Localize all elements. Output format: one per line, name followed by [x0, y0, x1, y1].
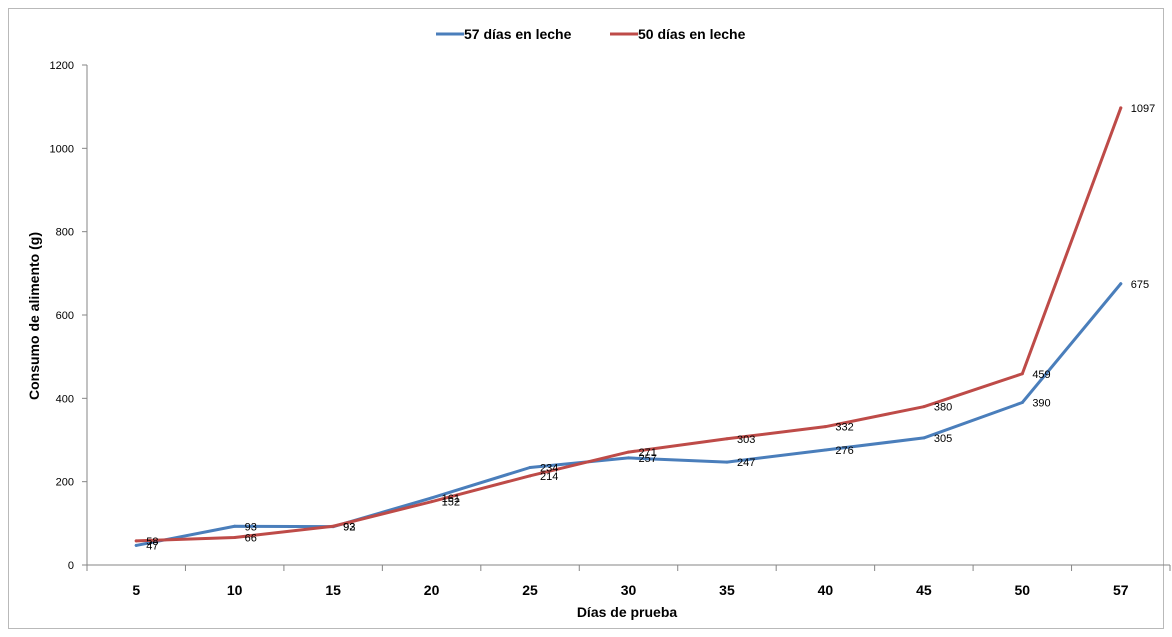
- data-label: 247: [737, 457, 755, 469]
- series-layer: [134, 106, 1123, 547]
- data-label: 1097: [1131, 103, 1155, 115]
- data-point: [725, 437, 729, 441]
- y-axis: 0 200 400 600 800 1000 1200: [50, 60, 88, 572]
- data-label: 271: [639, 447, 657, 459]
- x-tick-label: 5: [132, 582, 140, 598]
- data-label: 276: [835, 445, 853, 457]
- data-label: 58: [146, 536, 158, 548]
- data-label: 380: [934, 402, 952, 414]
- data-label: 214: [540, 471, 558, 483]
- data-point: [233, 536, 237, 539]
- y-axis-title: Consumo de alimento (g): [26, 232, 42, 400]
- data-label: 152: [442, 497, 460, 509]
- data-point: [1119, 282, 1123, 286]
- y-tick-label: 0: [68, 560, 74, 572]
- y-tick-label: 600: [56, 310, 74, 322]
- data-point: [331, 524, 335, 528]
- data-label: 161: [442, 493, 460, 505]
- x-tick-label: 20: [424, 582, 440, 598]
- data-label: 305: [934, 433, 952, 445]
- data-point: [134, 543, 138, 547]
- data-point: [922, 436, 926, 440]
- x-tick-label: 15: [325, 582, 341, 598]
- x-tick-label: 10: [227, 582, 243, 598]
- data-point: [627, 456, 630, 460]
- x-axis: 5 10 15 20 25 30 35 40 45 50 57: [86, 564, 1171, 598]
- y-tick-label: 200: [56, 477, 74, 489]
- x-tick-label: 40: [818, 582, 834, 598]
- data-label: 66: [245, 533, 257, 545]
- data-label: 93: [343, 521, 355, 533]
- x-tick-label: 57: [1113, 582, 1129, 598]
- data-label: 92: [343, 522, 355, 534]
- data-label: 390: [1032, 398, 1050, 410]
- data-point: [430, 500, 434, 504]
- data-point: [1020, 372, 1024, 376]
- data-point: [233, 524, 237, 528]
- series-line-1: [134, 282, 1123, 547]
- data-point: [1119, 106, 1123, 110]
- data-point: [823, 448, 827, 452]
- data-point: [725, 460, 729, 464]
- y-tick-label: 800: [56, 227, 74, 239]
- data-label: 459: [1032, 369, 1050, 381]
- series-line-2: [134, 106, 1123, 543]
- x-axis-title: Días de prueba: [577, 604, 678, 620]
- legend: 57 días en leche 50 días en leche: [436, 26, 746, 42]
- legend-label-2: 50 días en leche: [638, 26, 746, 42]
- x-tick-label: 30: [621, 582, 637, 598]
- data-label: 257: [639, 453, 657, 465]
- data-point: [528, 466, 532, 469]
- data-point: [922, 405, 926, 409]
- data-label: 234: [540, 463, 558, 475]
- data-label: 332: [835, 422, 853, 434]
- y-tick-label: 400: [56, 393, 74, 405]
- y-tick-label: 1200: [50, 60, 74, 72]
- data-point: [430, 496, 434, 500]
- data-point: [134, 539, 138, 543]
- chart-frame: [8, 8, 1164, 629]
- data-label: 675: [1131, 279, 1149, 291]
- x-tick-label: 25: [522, 582, 538, 598]
- data-point: [1020, 401, 1024, 404]
- data-point: [823, 425, 827, 429]
- data-label: 47: [146, 540, 158, 552]
- data-point: [528, 474, 532, 478]
- data-label: 93: [245, 521, 257, 533]
- data-label: 303: [737, 434, 755, 446]
- y-tick-label: 1000: [50, 143, 74, 155]
- x-tick-label: 50: [1015, 582, 1031, 598]
- data-point: [627, 450, 630, 454]
- x-tick-label: 45: [916, 582, 932, 598]
- legend-label-1: 57 días en leche: [464, 26, 572, 42]
- x-tick-label: 35: [719, 582, 735, 598]
